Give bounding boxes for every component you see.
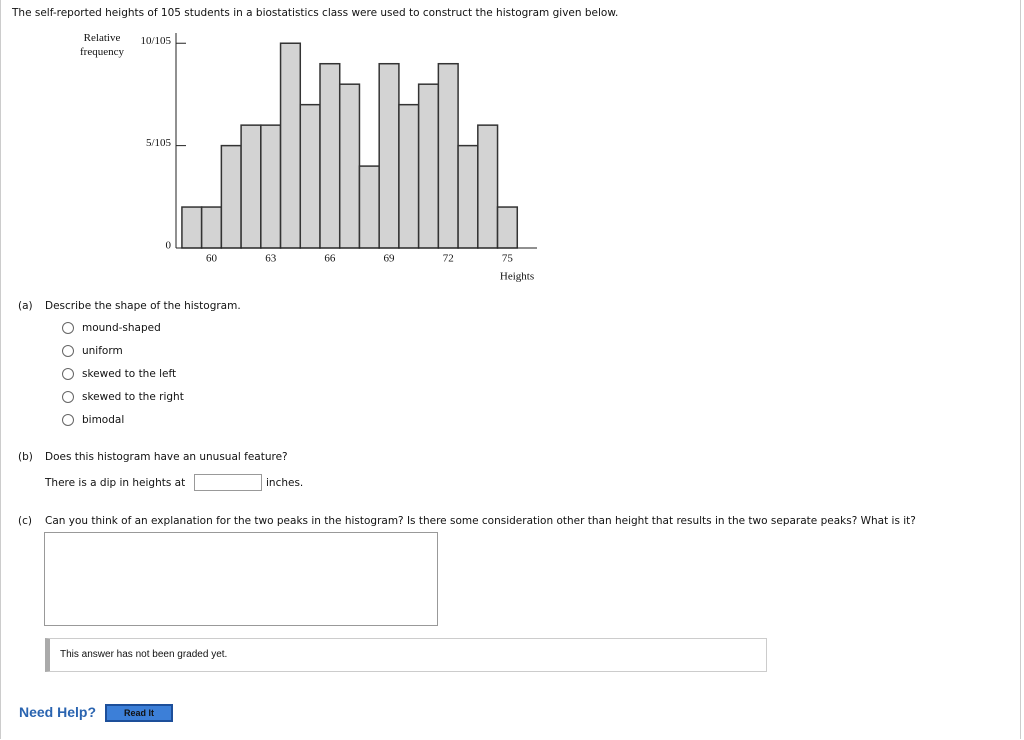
bar — [319, 62, 341, 249]
radio[interactable] — [62, 368, 74, 380]
x-tick-label: 72 — [443, 253, 454, 265]
x-axis-label: Heights — [500, 271, 534, 283]
question: Can you think of an explanation for the … — [45, 515, 916, 527]
x-tick-label: 63 — [265, 253, 277, 265]
bar — [299, 103, 321, 249]
histogram: 0 5/105 10/105 60 63 66 69 72 75 Heights — [140, 33, 537, 283]
bar — [477, 124, 499, 249]
question: Describe the shape of the histogram. — [45, 300, 241, 312]
answer-textarea[interactable] — [44, 532, 438, 626]
read-it-button[interactable]: Read It — [105, 704, 173, 722]
radio[interactable] — [62, 391, 74, 403]
intro: The self-reported heights of 105 student… — [12, 7, 619, 19]
part-label: (b) — [18, 451, 33, 463]
bar — [338, 83, 361, 249]
option: mound-shaped — [82, 322, 161, 334]
option: uniform — [82, 345, 123, 357]
bar — [358, 165, 380, 249]
y-tick-label: 10/105 — [140, 35, 171, 47]
y-axis-label: Relative frequency — [80, 32, 124, 58]
y-tick-label: 5/105 — [146, 137, 172, 149]
bar — [417, 83, 440, 249]
radio[interactable] — [62, 322, 74, 334]
y-tick-label: 0 — [166, 240, 172, 252]
bar — [240, 124, 262, 249]
bar — [200, 206, 223, 249]
sentence: There is a dip in heights at — [45, 477, 186, 489]
text-input[interactable] — [194, 474, 262, 491]
x-tick-label: 66 — [324, 253, 336, 265]
status-text: This answer has not been graded yet. — [60, 649, 228, 660]
bar — [437, 62, 459, 249]
bar — [220, 144, 242, 249]
x-tick-label: 75 — [502, 253, 514, 265]
need-help: Need Help? — [19, 704, 97, 720]
bar — [260, 124, 282, 249]
radio[interactable] — [62, 414, 74, 426]
option: skewed to the right — [82, 391, 184, 403]
unit: inches. — [266, 477, 304, 489]
bar — [181, 206, 203, 249]
bar — [457, 144, 479, 249]
status-box: This answer has not been graded yet. — [45, 638, 767, 672]
option: bimodal — [82, 414, 125, 426]
bar — [496, 206, 519, 249]
part-label: (c) — [18, 515, 32, 527]
question: Does this histogram have an unusual feat… — [45, 451, 288, 463]
radio[interactable] — [62, 345, 74, 357]
option: skewed to the left — [82, 368, 177, 380]
x-tick-label: 60 — [206, 253, 218, 265]
bar — [378, 62, 400, 249]
part-label: (a) — [18, 300, 33, 312]
x-tick-label: 69 — [384, 253, 396, 265]
bar — [398, 103, 420, 249]
bar — [279, 42, 302, 249]
